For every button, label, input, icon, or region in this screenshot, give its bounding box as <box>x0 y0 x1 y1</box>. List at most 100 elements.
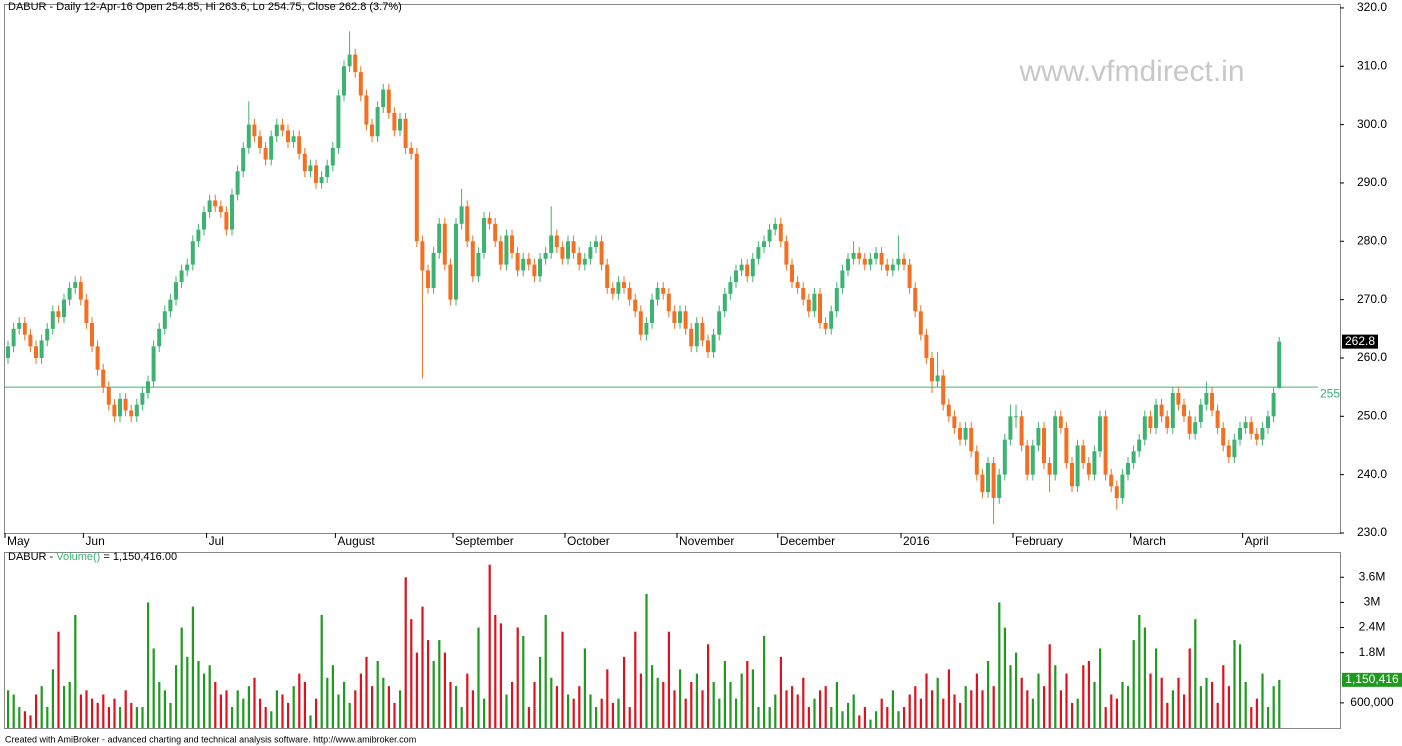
volume-bar <box>337 694 340 728</box>
candle-body <box>448 264 453 300</box>
volume-bar <box>315 698 318 728</box>
candle-body <box>790 264 794 283</box>
candle-body <box>812 293 817 312</box>
volume-bar <box>707 644 710 728</box>
candle-body <box>218 206 223 213</box>
volume-bar <box>1183 694 1186 728</box>
candle-body <box>101 369 106 388</box>
candle-body <box>717 311 722 335</box>
y-tick-label: 280.0 <box>1357 233 1387 247</box>
volume-bar <box>931 690 934 728</box>
candle-body <box>650 299 654 323</box>
volume-bar <box>1059 690 1062 728</box>
volume-bar <box>964 686 967 728</box>
candle-body <box>403 118 408 148</box>
volume-bar <box>371 686 374 728</box>
candle-body <box>252 124 257 137</box>
candle-body <box>622 282 626 288</box>
watermark: www.vfmdirect.in <box>1018 55 1244 88</box>
volume-bar <box>942 698 945 728</box>
volume-bar <box>275 690 278 728</box>
candle-body <box>571 241 576 253</box>
volume-bar <box>914 686 917 728</box>
candle-body <box>241 147 246 172</box>
candle-body <box>39 340 44 358</box>
candle-body <box>302 153 307 172</box>
volume-bar <box>701 690 704 728</box>
candle-body <box>1137 439 1142 452</box>
candle-body <box>666 293 671 312</box>
volume-bar <box>908 694 911 728</box>
candle-body <box>179 270 184 283</box>
candle-body <box>1215 410 1220 428</box>
volume-bar <box>158 681 161 728</box>
candle-body <box>123 398 128 411</box>
volume-bar <box>169 702 172 728</box>
volume-bar <box>365 656 368 728</box>
volume-bar <box>768 707 771 728</box>
candle-body <box>330 147 335 166</box>
candle-body <box>1154 404 1158 428</box>
volume-title-series: Volume() <box>56 551 100 563</box>
volume-bar <box>1199 686 1202 728</box>
volume-bar <box>107 707 110 728</box>
volume-bar <box>7 690 10 728</box>
candle-body <box>1187 416 1192 434</box>
footer: Created with AmiBroker - advanced charti… <box>5 734 416 744</box>
volume-bar <box>404 577 407 728</box>
candle-body <box>11 328 16 347</box>
last-volume-box <box>1342 672 1402 687</box>
x-tick-label: February <box>1015 534 1063 548</box>
candle-body <box>246 124 251 148</box>
volume-bar <box>449 681 452 728</box>
volume-bar <box>242 698 245 728</box>
candle-body <box>784 241 789 265</box>
candle-body <box>599 241 604 265</box>
volume-bar <box>527 707 530 728</box>
volume-bar <box>259 698 262 728</box>
candle-body <box>560 247 565 259</box>
candle-body <box>34 346 38 358</box>
candle-body <box>106 387 111 405</box>
volume-bar <box>113 698 116 728</box>
volume-bar <box>180 627 183 728</box>
volume-bar <box>91 698 94 728</box>
volume-bar <box>1261 673 1264 728</box>
volume-bar <box>1043 686 1046 728</box>
volume-bar <box>852 694 855 728</box>
volume-bar <box>1065 673 1068 728</box>
volume-bar <box>460 707 463 728</box>
volume-bar <box>399 690 402 728</box>
volume-bar <box>35 694 38 728</box>
volume-bar <box>303 681 306 728</box>
volume-bar <box>1233 640 1236 728</box>
volume-bar <box>191 606 194 728</box>
candle-body <box>258 136 262 148</box>
volume-bar <box>197 661 200 728</box>
candle-body <box>946 404 951 417</box>
candle-body <box>918 311 923 335</box>
candle-body <box>851 252 856 259</box>
volume-bar <box>522 635 525 728</box>
candle-body <box>672 311 677 323</box>
candle-body <box>196 229 201 242</box>
candle-body <box>381 89 386 108</box>
volume-bar <box>253 677 256 728</box>
volume-bar <box>550 677 553 728</box>
candle-body <box>342 66 346 96</box>
volume-bar <box>1205 677 1208 728</box>
volume-bar <box>466 673 469 728</box>
volume-bar <box>225 690 228 728</box>
candle-body <box>1159 404 1164 417</box>
candle-body <box>997 474 1002 498</box>
volume-bar <box>1037 673 1040 728</box>
volume-title: DABUR - Volume() = 1,150,416.00 <box>8 551 177 563</box>
volume-bar <box>740 673 743 728</box>
volume-bar <box>830 707 833 728</box>
candle-body <box>829 311 834 329</box>
candle-body <box>1098 416 1102 452</box>
volume-bar <box>219 694 222 728</box>
volume-bar <box>505 694 508 728</box>
volume-bar <box>544 614 547 728</box>
candle-body <box>515 252 520 271</box>
